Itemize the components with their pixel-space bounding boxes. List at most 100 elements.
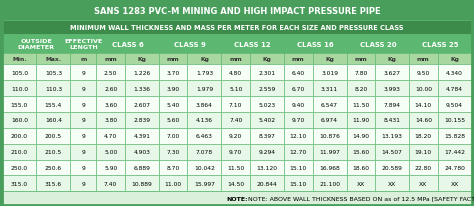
Bar (250, 97, 284, 112)
Text: 1.793: 1.793 (196, 70, 213, 75)
Text: 14.10: 14.10 (415, 102, 432, 107)
Bar (221, 53, 250, 65)
Bar (284, 97, 312, 112)
Text: 155.4: 155.4 (45, 102, 62, 107)
Bar (409, 176, 438, 191)
Text: 14.60: 14.60 (415, 118, 432, 123)
Text: 4.80: 4.80 (229, 70, 242, 75)
Bar (2, 144, 36, 160)
Bar (71, 97, 96, 112)
Bar (409, 97, 438, 112)
Bar (96, 144, 125, 160)
Bar (438, 176, 472, 191)
Bar (409, 160, 438, 176)
Text: 155.0: 155.0 (11, 102, 28, 107)
Bar (159, 176, 188, 191)
Bar (346, 53, 375, 65)
Text: 17.442: 17.442 (444, 150, 465, 154)
Text: 9.504: 9.504 (446, 102, 463, 107)
Text: XX: XX (388, 181, 396, 186)
Text: 3.311: 3.311 (321, 86, 338, 91)
Text: 8.431: 8.431 (383, 118, 401, 123)
Bar (375, 144, 409, 160)
Text: 18.60: 18.60 (352, 165, 369, 170)
Bar (346, 35, 409, 53)
Bar (159, 53, 188, 65)
Bar (188, 81, 221, 97)
Text: 9: 9 (82, 102, 85, 107)
Text: 5.60: 5.60 (166, 118, 180, 123)
Text: 7.00: 7.00 (166, 134, 180, 139)
Text: 3.80: 3.80 (104, 118, 117, 123)
Text: 2.50: 2.50 (104, 70, 118, 75)
Bar (375, 97, 409, 112)
Bar (409, 144, 438, 160)
Bar (250, 112, 284, 128)
Text: 160.0: 160.0 (11, 118, 28, 123)
Bar (346, 160, 375, 176)
Bar (438, 128, 472, 144)
Text: 7.40: 7.40 (229, 118, 242, 123)
Bar (250, 144, 284, 160)
Text: 10.876: 10.876 (319, 134, 340, 139)
Text: 14.50: 14.50 (227, 181, 244, 186)
Bar (71, 35, 96, 53)
Bar (125, 81, 159, 97)
Text: 4.903: 4.903 (134, 150, 150, 154)
Bar (312, 81, 346, 97)
Bar (71, 144, 96, 160)
Text: 105.0: 105.0 (11, 70, 28, 75)
Text: 9: 9 (82, 118, 85, 123)
Text: 15.10: 15.10 (290, 181, 307, 186)
Text: CLASS 16: CLASS 16 (297, 41, 334, 47)
Bar (346, 176, 375, 191)
Bar (36, 97, 71, 112)
Text: 9: 9 (82, 150, 85, 154)
Bar (250, 160, 284, 176)
Text: 1.226: 1.226 (133, 70, 151, 75)
Text: Max.: Max. (46, 57, 62, 62)
Text: MINIMUM WALL THICKNESS AND MASS PER METER FOR EACH SIZE AND PRESSURE CLASS: MINIMUM WALL THICKNESS AND MASS PER METE… (70, 25, 404, 31)
Text: 6.40: 6.40 (292, 70, 305, 75)
Text: Kg: Kg (388, 57, 397, 62)
Text: 24.780: 24.780 (444, 165, 465, 170)
Text: SANS 1283 PVC-M MINING AND HIGH IMPACT PRESSURE PIPE: SANS 1283 PVC-M MINING AND HIGH IMPACT P… (94, 7, 380, 16)
Text: 7.078: 7.078 (196, 150, 213, 154)
Text: 250.6: 250.6 (45, 165, 62, 170)
Text: OUTSIDE
DIAMETER: OUTSIDE DIAMETER (18, 39, 55, 50)
Bar (125, 53, 159, 65)
Bar (375, 128, 409, 144)
Bar (409, 35, 472, 53)
Text: 105.3: 105.3 (45, 70, 62, 75)
Bar (346, 112, 375, 128)
Text: 9.50: 9.50 (417, 70, 430, 75)
Text: 6.463: 6.463 (196, 134, 213, 139)
Text: 4.784: 4.784 (446, 86, 463, 91)
Text: 9.70: 9.70 (229, 150, 242, 154)
Bar (438, 81, 472, 97)
Bar (96, 81, 125, 97)
Text: 22.80: 22.80 (415, 165, 432, 170)
Text: 4.136: 4.136 (196, 118, 213, 123)
Bar (36, 53, 71, 65)
Bar (284, 160, 312, 176)
Bar (312, 176, 346, 191)
Text: 20.589: 20.589 (382, 165, 402, 170)
Bar (284, 112, 312, 128)
Bar (375, 112, 409, 128)
Text: 7.10: 7.10 (229, 102, 242, 107)
Bar (188, 65, 221, 81)
Text: XX: XX (419, 181, 428, 186)
Bar (159, 97, 188, 112)
Text: 8.20: 8.20 (354, 86, 367, 91)
Text: 315.6: 315.6 (45, 181, 62, 186)
Text: 5.023: 5.023 (258, 102, 275, 107)
Text: Kg: Kg (263, 57, 272, 62)
Text: 5.00: 5.00 (104, 150, 117, 154)
Bar (221, 128, 250, 144)
Text: 15.10: 15.10 (290, 165, 307, 170)
Text: 10.889: 10.889 (132, 181, 152, 186)
Text: 200.0: 200.0 (11, 134, 28, 139)
Text: 15.60: 15.60 (352, 150, 369, 154)
Bar (375, 176, 409, 191)
